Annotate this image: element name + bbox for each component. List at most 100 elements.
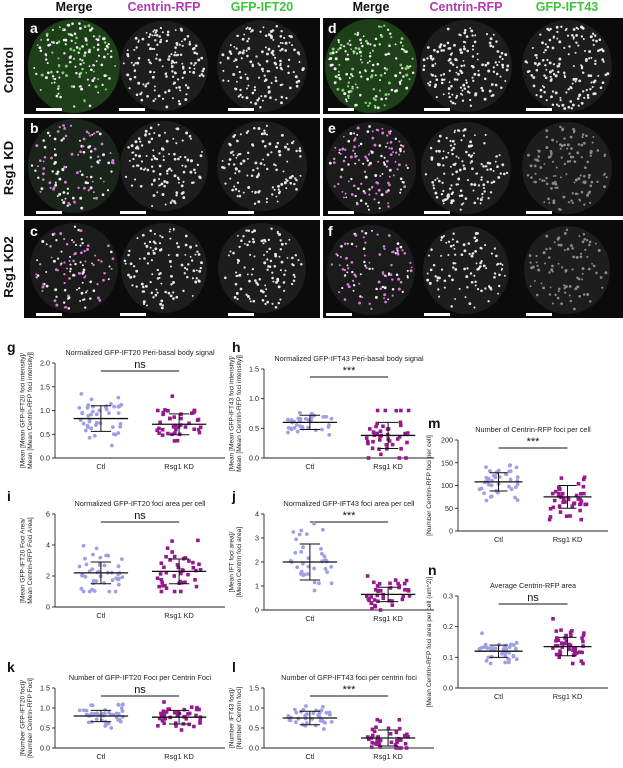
basal-body-dot (384, 93, 388, 97)
basal-body-dot (266, 153, 270, 157)
basal-body-dot (338, 291, 341, 294)
basal-body-dot (87, 24, 91, 28)
data-point (322, 554, 327, 559)
basal-body-dot (158, 242, 162, 245)
basal-body-dot (334, 57, 338, 61)
basal-body-dot (168, 167, 172, 170)
basal-body-dot (188, 42, 192, 46)
basal-body-dot (575, 41, 578, 44)
basal-body-dot (442, 93, 445, 96)
basal-body-dot (464, 28, 467, 32)
basal-body-dot (358, 71, 362, 74)
data-point (381, 596, 385, 600)
basal-body-dot (55, 239, 58, 242)
basal-body-dot (431, 59, 434, 61)
basal-body-dot (173, 152, 176, 156)
data-point (401, 594, 405, 598)
basal-body-dot (451, 152, 454, 156)
basal-body-dot (467, 85, 470, 88)
basal-body-dot (238, 194, 242, 198)
basal-body-dot (54, 181, 57, 184)
basal-body-dot (264, 78, 268, 82)
basal-body-dot (124, 175, 128, 179)
panel-letter: m (428, 415, 440, 431)
basal-body-dot (158, 172, 162, 176)
basal-body-dot (586, 96, 590, 99)
basal-body-dot (494, 61, 497, 64)
data-point (195, 705, 199, 710)
basal-body-dot (545, 135, 549, 139)
basal-body-dot (539, 166, 543, 169)
basal-body-dot (558, 57, 562, 61)
basal-body-dot (563, 231, 567, 235)
basal-body-dot (153, 232, 156, 236)
basal-body-dot (450, 148, 454, 152)
scale-bar (36, 108, 62, 111)
basal-body-dot (573, 160, 577, 163)
basal-body-dot (254, 161, 258, 165)
basal-body-dot (263, 163, 266, 166)
basal-body-dot (175, 61, 178, 64)
data-point (190, 411, 194, 415)
basal-body-dot (492, 180, 496, 184)
basal-body-dot (226, 56, 229, 59)
basal-body-dot (249, 101, 253, 104)
basal-body-dot (128, 159, 131, 162)
basal-body-dot (281, 42, 284, 45)
basal-body-dot (352, 289, 355, 292)
basal-body-dot (602, 60, 605, 63)
basal-body-dot (130, 61, 133, 64)
basal-body-dot (62, 191, 66, 194)
basal-body-dot (153, 132, 156, 134)
basal-body-dot (556, 140, 558, 143)
basal-body-dot (569, 135, 573, 139)
basal-body-dot (371, 186, 374, 189)
basal-body-dot (193, 46, 196, 50)
basal-body-dot (383, 297, 386, 300)
data-point (118, 422, 123, 426)
data-point (388, 732, 393, 736)
basal-body-dot (281, 83, 284, 86)
basal-body-dot (433, 48, 436, 52)
basal-body-dot (552, 35, 556, 38)
scale-bar (119, 108, 145, 111)
basal-body-dot (463, 249, 467, 253)
basal-body-dot (161, 304, 165, 307)
basal-body-dot (46, 34, 49, 37)
basal-body-dot (202, 74, 205, 78)
basal-body-dot (237, 153, 240, 156)
data-point (387, 598, 392, 603)
basal-body-dot (49, 186, 52, 189)
basal-body-dot (294, 75, 298, 79)
basal-body-dot (603, 172, 606, 175)
basal-body-dot (246, 243, 249, 247)
basal-body-dot (178, 86, 181, 89)
basal-body-dot (447, 240, 451, 243)
basal-body-dot (103, 271, 106, 275)
basal-body-dot (174, 51, 177, 54)
basal-body-dot (385, 159, 389, 163)
basal-body-dot (64, 43, 67, 46)
basal-body-dot (50, 156, 53, 160)
basal-body-dot (567, 53, 570, 56)
basal-body-dot (183, 272, 186, 275)
data-point (198, 721, 202, 725)
basal-body-dot (341, 287, 344, 290)
data-point (578, 508, 582, 513)
data-point (159, 561, 164, 565)
basal-body-dot (279, 83, 282, 87)
basal-body-dot (279, 298, 282, 301)
basal-body-dot (346, 94, 350, 98)
basal-body-dot (184, 253, 187, 256)
y-tick-label: 4 (46, 541, 50, 550)
basal-body-dot (458, 287, 461, 290)
basal-body-dot (158, 152, 161, 155)
basal-body-dot (368, 193, 371, 196)
basal-body-dot (145, 304, 148, 307)
basal-body-dot (228, 143, 232, 147)
basal-body-dot (266, 52, 269, 56)
data-point (119, 402, 124, 407)
basal-body-dot (69, 47, 73, 51)
basal-body-dot (480, 86, 484, 90)
basal-body-dot (245, 293, 248, 296)
